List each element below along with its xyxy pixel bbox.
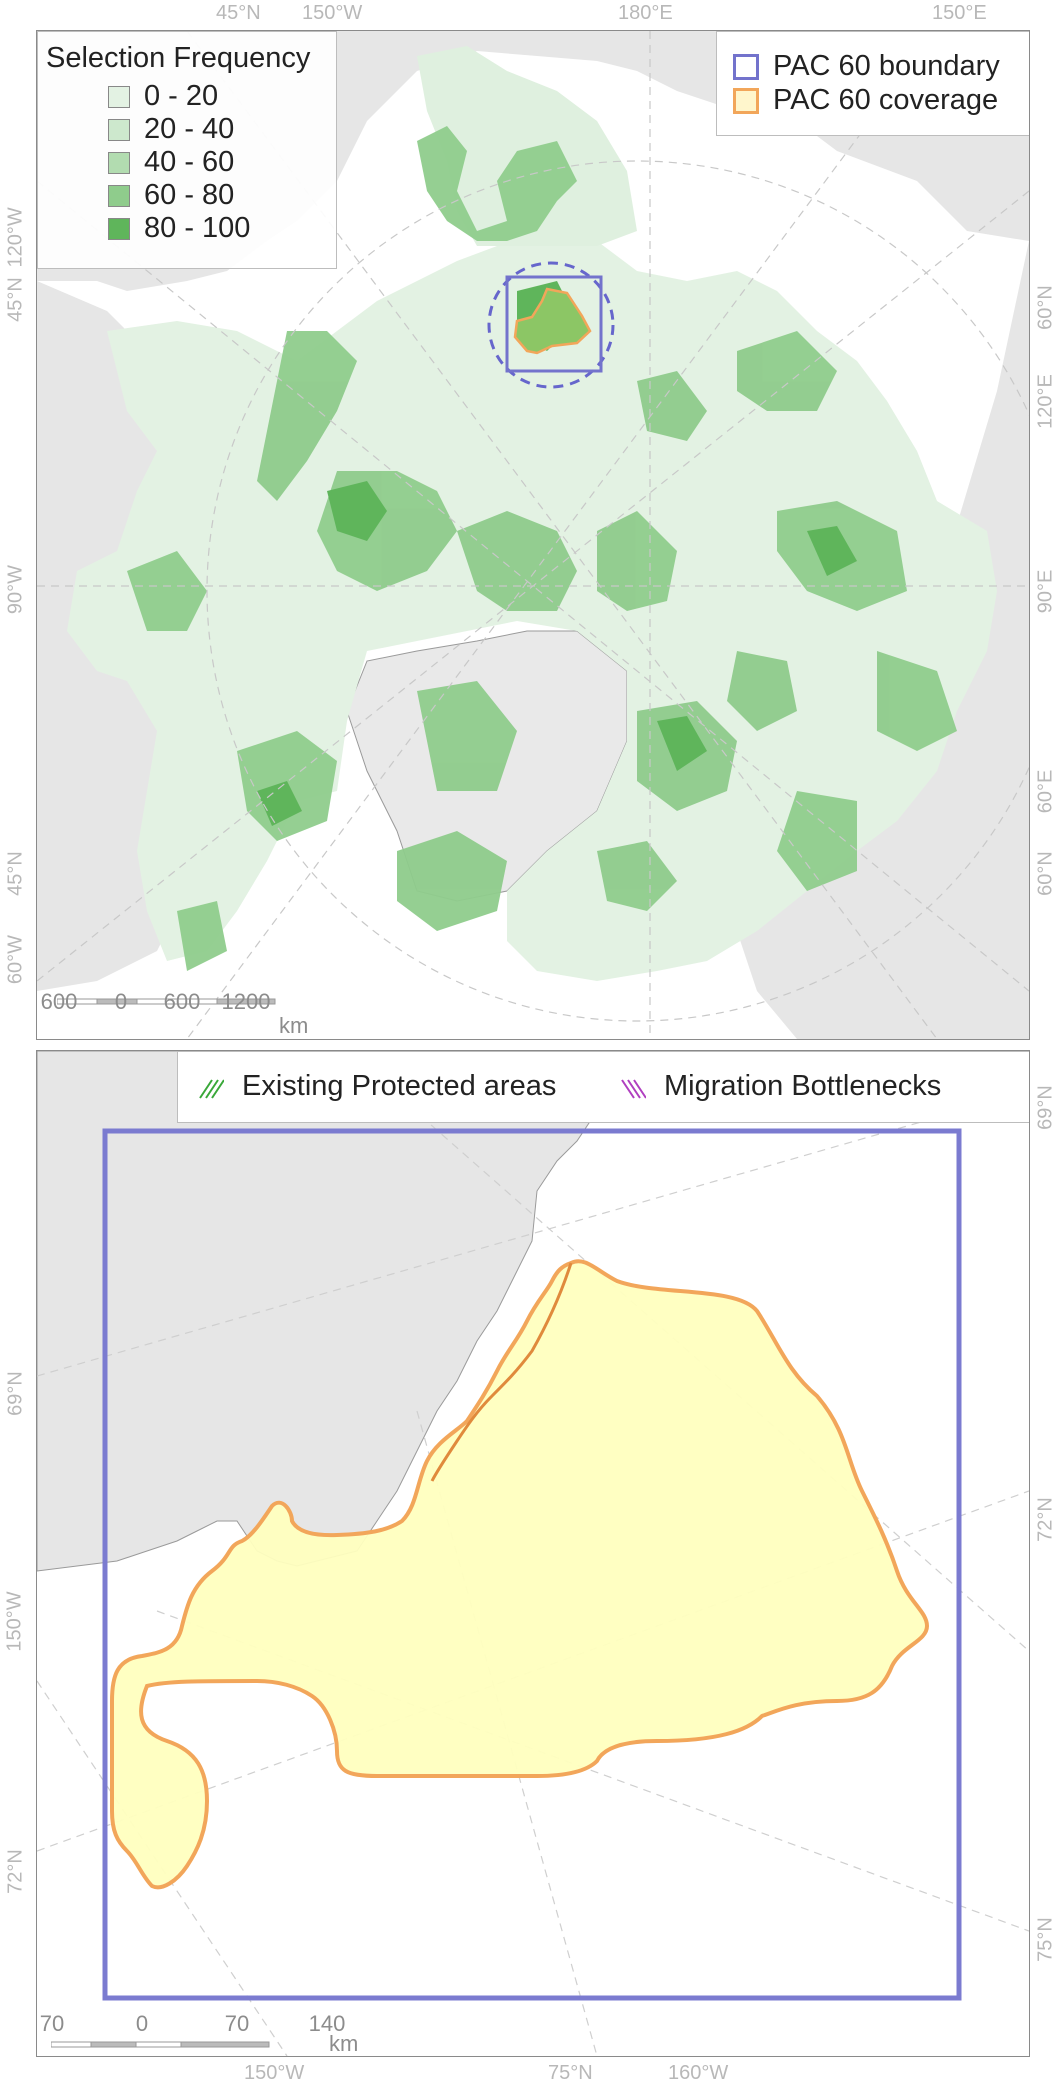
graticule-label-right: 90°E (1034, 569, 1057, 614)
bottom-legend: Existing Protected areas Migration Bottl… (177, 1051, 1029, 1123)
graticule-label-top: 180°E (618, 2, 673, 24)
boundary-label: PAC 60 boundary (773, 50, 1000, 82)
graticule-label-left: 69°N (4, 1371, 27, 1416)
boundary-swatch (733, 53, 759, 80)
top-scale-bar (57, 991, 277, 1011)
highest-freq-patch (657, 716, 707, 771)
high-freq-patch (877, 651, 957, 751)
coverage-label: PAC 60 coverage (773, 84, 999, 116)
graticule-label-top: 45°N (216, 2, 261, 24)
existing-protected-label: Existing Protected areas (242, 1070, 557, 1102)
high-freq-patch (777, 791, 857, 891)
migration-bottleneck-legend-item: Migration Bottlenecks (620, 1070, 941, 1103)
pac60-legend: PAC 60 boundary PAC 60 coverage (716, 31, 1029, 136)
migration-bottleneck-hatch-icon (621, 1078, 646, 1099)
high-freq-patch (737, 331, 837, 411)
graticule-label-right: 120°E (1034, 374, 1057, 429)
legend-swatch (108, 151, 130, 174)
ocean-bering-region (417, 46, 637, 246)
graticule-label-top: 150°E (932, 2, 987, 24)
legend-class-label: 60 - 80 (144, 179, 235, 211)
high-freq-patch (177, 901, 227, 971)
graticule-label-left: 72°N (4, 1849, 27, 1894)
graticule-label-left: 90°W (4, 564, 27, 615)
graticule-label-bottom: 160°W (668, 2062, 729, 2084)
highest-freq-patch (807, 526, 857, 576)
high-freq-patch (417, 681, 517, 791)
graticule-label-left: 150°W (3, 1591, 26, 1652)
graticule-label-left: 45°N (4, 277, 27, 322)
pac60-boundary-rect (505, 275, 603, 373)
land-alaska (37, 1051, 1029, 1572)
pac60-boundary-rect (102, 1128, 962, 2001)
graticule-label-left: 120°W (4, 207, 27, 268)
legend-swatch (108, 85, 130, 108)
graticule-label-right: 69°N (1034, 1085, 1057, 1130)
pac60-coverage-area (109, 1259, 930, 1890)
graticule-label-bottom: 150°W (244, 2062, 305, 2084)
graticule-label-left: 60°W (4, 934, 27, 985)
pac60-coverage-legend-item: PAC 60 coverage (733, 84, 998, 117)
pac60-detail-canvas (37, 1051, 1029, 2056)
graticule-label-bottom: 75°N (548, 2062, 593, 2084)
scale-tick: 600 (163, 989, 201, 1014)
high-freq-patch (597, 841, 677, 911)
legend-class-label: 80 - 100 (144, 212, 251, 244)
selection-frequency-legend: Selection Frequency 0 - 20 20 - 40 40 - 60… (37, 31, 337, 269)
highest-freq-patch (257, 781, 302, 826)
pac60-detail-map: Existing Protected areas Migration Bottl… (36, 1050, 1030, 2057)
arctic-map-canvas (37, 31, 1029, 1039)
scale-unit: km (329, 2031, 359, 2056)
legend-class-item: 60 - 80 (108, 179, 250, 212)
legend-swatch (108, 217, 130, 240)
high-freq-patch (727, 651, 797, 731)
scale-tick: 600 (40, 989, 78, 1014)
legend-class-item: 40 - 60 (108, 146, 250, 179)
graticule-label-right: 75°N (1034, 1917, 1057, 1962)
legend-swatch (108, 118, 130, 141)
arctic-selection-frequency-map: Selection Frequency 0 - 20 20 - 40 40 - 60… (36, 30, 1030, 1040)
scale-unit: km (279, 1013, 309, 1038)
graticule-label-right: 60°N (1034, 285, 1057, 330)
legend-swatch (108, 184, 130, 207)
legend-class-label: 40 - 60 (144, 146, 235, 178)
graticule-label-left: 45°N (4, 851, 27, 896)
graticule-label-right: 60°N (1034, 851, 1057, 896)
legend-class-item: 20 - 40 (108, 113, 250, 146)
high-freq-patch (397, 831, 507, 931)
scale-tick: 70 (224, 2011, 250, 2036)
graticule-label-right: 72°N (1034, 1497, 1057, 1542)
high-freq-patch (127, 551, 207, 631)
legend-class-item: 80 - 100 (108, 212, 250, 245)
high-freq-patch (637, 371, 707, 441)
scale-tick: 70 (39, 2011, 65, 2036)
scale-tick: 140 (308, 2011, 346, 2036)
existing-protected-legend-item: Existing Protected areas (198, 1070, 556, 1103)
graticule-label-right: 60°E (1034, 769, 1057, 814)
scale-tick: 0 (135, 2011, 149, 2036)
legend-class-item: 0 - 20 (108, 80, 250, 113)
coastline-detail (430, 1262, 573, 1482)
graticule-label-top: 150°W (302, 2, 363, 24)
bottom-scale-bar (51, 2039, 271, 2053)
pac60-boundary-legend-item: PAC 60 boundary (733, 50, 1000, 83)
high-freq-patch (257, 331, 357, 501)
existing-protected-hatch-icon (199, 1078, 224, 1099)
high-freq-patch (417, 126, 577, 241)
pac60-dashed-circle (487, 261, 615, 389)
legend-classes: 0 - 20 20 - 40 40 - 60 60 - 80 80 - 100 (108, 80, 250, 245)
legend-class-label: 20 - 40 (144, 113, 235, 145)
legend-title: Selection Frequency (46, 42, 311, 74)
highest-freq-patch (327, 481, 387, 541)
scale-tick: 1200 (221, 989, 271, 1014)
coverage-swatch (733, 87, 759, 114)
migration-bottleneck-label: Migration Bottlenecks (664, 1070, 942, 1102)
legend-class-label: 0 - 20 (144, 80, 219, 112)
pac60-coverage-patch (513, 287, 592, 355)
scale-tick: 0 (114, 989, 128, 1014)
